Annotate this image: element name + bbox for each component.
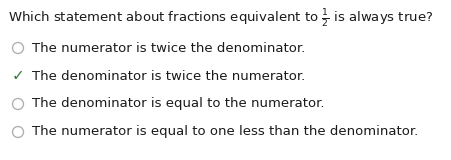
Text: The denominator is equal to the numerator.: The denominator is equal to the numerato… bbox=[32, 97, 325, 111]
Text: ✓: ✓ bbox=[12, 68, 24, 84]
Text: Which statement about fractions equivalent to $\frac{1}{2}$ is always true?: Which statement about fractions equivale… bbox=[8, 8, 433, 30]
Text: The numerator is equal to one less than the denominator.: The numerator is equal to one less than … bbox=[32, 125, 418, 139]
Text: The numerator is twice the denominator.: The numerator is twice the denominator. bbox=[32, 41, 305, 55]
Text: The denominator is twice the numerator.: The denominator is twice the numerator. bbox=[32, 69, 305, 83]
